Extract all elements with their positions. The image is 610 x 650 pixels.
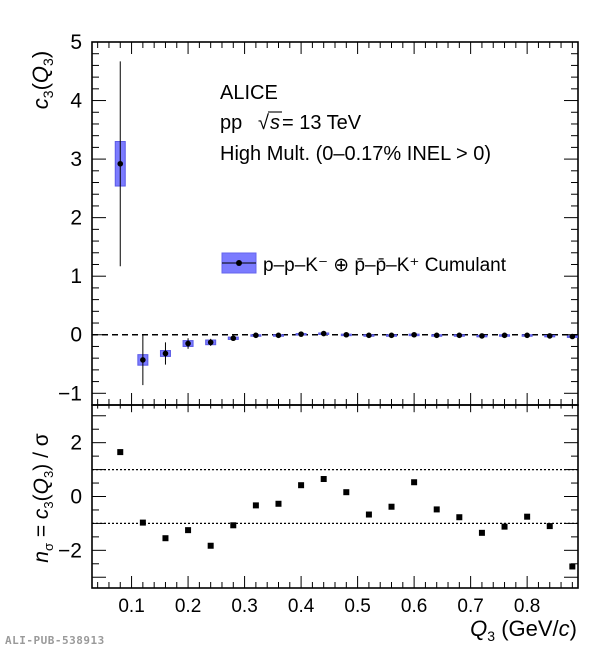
- energy-label: = 13 TeV: [282, 112, 362, 134]
- top-y-tick-label: 1: [70, 265, 82, 288]
- energy-variable: s: [270, 112, 280, 134]
- x-tick-label: 0.8: [514, 596, 540, 617]
- top-y-tick-label: 5: [70, 31, 82, 54]
- legend-label: p–p–K⁻ ⊕ p̄–p̄–K⁺ Cumulant: [263, 255, 507, 276]
- x-tick-label: 0.5: [344, 596, 370, 617]
- x-tick-label: 0.6: [401, 596, 427, 617]
- n-sigma-point: [478, 529, 485, 536]
- data-point: [298, 331, 304, 337]
- n-sigma-point: [501, 523, 508, 530]
- top-y-tick-label: −1: [58, 382, 82, 405]
- x-tick-label: 0.1: [118, 596, 144, 617]
- n-sigma-point: [365, 511, 372, 518]
- x-tick-label: 0.4: [288, 596, 315, 617]
- energy-annotation: pp √ s = 13 TeV: [220, 111, 362, 134]
- bottom-panel: 0.1 0.2 0.3 0.4 0.5 0.6 0.7 0.8 −2 0 2: [58, 404, 579, 617]
- top-x-ticks: [97, 42, 573, 405]
- data-point: [207, 339, 214, 346]
- x-tick-label: 0.3: [231, 596, 257, 617]
- top-y-tick-label: 2: [70, 207, 82, 230]
- data-point: [501, 332, 508, 339]
- data-point: [162, 350, 169, 357]
- n-sigma-point: [433, 506, 440, 513]
- data-point: [569, 333, 576, 340]
- data-point: [185, 340, 191, 347]
- data-point: [320, 330, 327, 337]
- bottom-y-tick-label: 0: [70, 486, 82, 509]
- n-sigma-point: [546, 523, 553, 530]
- top-y-ticks: −1 0 1 2 3 4 5: [58, 31, 578, 406]
- data-point: [117, 160, 124, 167]
- legend: p–p–K⁻ ⊕ p̄–p̄–K⁺ Cumulant: [221, 252, 507, 276]
- top-y-tick-label: 0: [70, 324, 82, 347]
- data-point: [343, 331, 350, 338]
- bottom-y-tick-label: 2: [70, 432, 82, 455]
- data-point: [253, 332, 259, 339]
- data-point: [546, 333, 553, 339]
- data-point: [366, 332, 372, 339]
- bottom-y-axis-title: nσ = c3(Q3) / σ: [30, 433, 56, 562]
- data-point: [140, 357, 146, 363]
- sqrt-symbol: √: [258, 112, 269, 134]
- n-sigma-point: [524, 513, 531, 520]
- bottom-x-ticks: 0.1 0.2 0.3 0.4 0.5 0.6 0.7 0.8: [97, 405, 573, 617]
- data-point: [433, 332, 440, 339]
- data-point: [411, 331, 417, 338]
- system-label: pp: [220, 112, 242, 134]
- n-sigma-point: [388, 503, 395, 510]
- n-sigma-point: [185, 527, 192, 534]
- bottom-plot-frame: [91, 404, 579, 589]
- data-point: [524, 332, 530, 339]
- top-y-tick-label: 3: [70, 148, 82, 171]
- n-sigma-point: [275, 500, 282, 507]
- multiplicity-label: High Mult. (0–0.17% INEL > 0): [220, 143, 491, 165]
- data-point: [479, 333, 485, 339]
- n-sigma-point: [117, 449, 124, 456]
- bottom-data-marks: [117, 449, 576, 570]
- n-sigma-point: [230, 522, 237, 529]
- top-y-tick-label: 4: [70, 90, 82, 113]
- x-tick-label: 0.7: [457, 596, 483, 617]
- data-point: [388, 332, 395, 339]
- bottom-y-tick-label: −2: [58, 539, 82, 562]
- n-sigma-point: [298, 482, 305, 489]
- data-point: [456, 332, 463, 339]
- data-point: [275, 332, 282, 339]
- n-sigma-point: [162, 535, 169, 542]
- n-sigma-point: [343, 489, 350, 496]
- experiment-label: ALICE: [220, 82, 278, 104]
- bottom-y-ticks: −2 0 2: [58, 415, 578, 578]
- n-sigma-point: [456, 514, 463, 521]
- x-tick-label: 0.2: [175, 596, 201, 617]
- top-panel: −1 0 1 2 3 4 5: [58, 31, 579, 406]
- x-axis-title: Q3 (GeV/c): [470, 616, 577, 644]
- legend-marker: [236, 260, 242, 266]
- n-sigma-point: [411, 479, 418, 486]
- n-sigma-point: [139, 519, 146, 526]
- n-sigma-point: [252, 502, 259, 509]
- top-y-axis-title: c3(Q3): [28, 51, 56, 109]
- publication-id: ALI-PUB-538913: [5, 634, 105, 647]
- n-sigma-point: [320, 476, 327, 483]
- n-sigma-point: [207, 542, 214, 549]
- data-point: [230, 335, 237, 342]
- n-sigma-point: [569, 563, 576, 570]
- top-data-marks: [114, 61, 578, 386]
